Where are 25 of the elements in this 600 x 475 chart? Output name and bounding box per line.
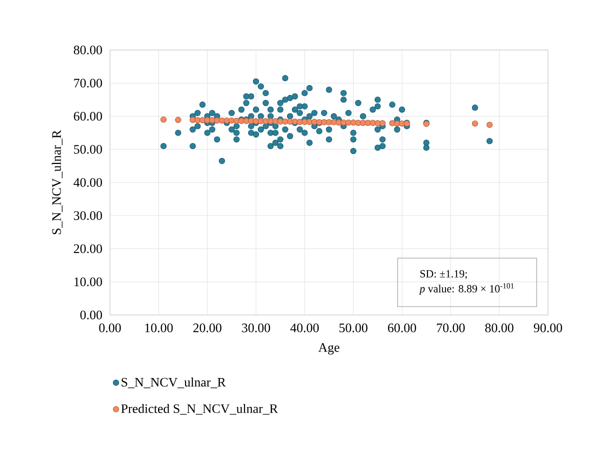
x-tick-label: 80.00 bbox=[485, 324, 514, 332]
y-tick-label: 40.00 bbox=[74, 178, 102, 187]
y-tick-label: 50.00 bbox=[74, 144, 102, 154]
x-tick-label: 50.00 bbox=[340, 324, 368, 332]
x-tick-label: 60.00 bbox=[388, 324, 416, 332]
y-tick-label: 10.00 bbox=[74, 277, 102, 286]
legend-label: Predicted S_N_NCV_ulnar_R bbox=[121, 404, 278, 415]
y-tick-label: 20.00 bbox=[74, 244, 102, 254]
x-tick-label: 10.00 bbox=[145, 324, 173, 332]
x-tick-label: 40.00 bbox=[290, 324, 319, 332]
x-axis-title: Age bbox=[318, 343, 340, 355]
x-tick-label: 30.00 bbox=[242, 324, 270, 332]
x-tick-label: 70.00 bbox=[436, 324, 465, 332]
y-axis-title: S_N_NCV_ulnar_R bbox=[52, 130, 62, 234]
x-tick-label: 20.00 bbox=[193, 324, 222, 332]
y-tick-label: 0.00 bbox=[80, 310, 102, 320]
y-tick-label: 60.00 bbox=[74, 112, 102, 121]
x-tick-label: 90.00 bbox=[534, 324, 562, 332]
annotation: SD: ±1.19; bbox=[420, 270, 467, 280]
y-tick-label: 70.00 bbox=[74, 78, 102, 88]
x-tick-label: 0.00 bbox=[99, 324, 121, 332]
y-tick-label: 30.00 bbox=[74, 211, 102, 220]
annotation: p value: 8.89 × 10$^{-101}$ bbox=[419, 283, 514, 295]
y-tick-label: 80.00 bbox=[74, 46, 102, 54]
legend-label: S_N_NCV_ulnar_R bbox=[122, 377, 226, 388]
